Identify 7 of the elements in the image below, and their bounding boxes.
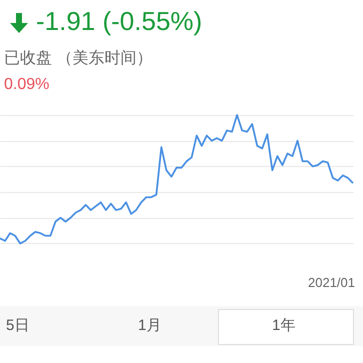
chart-subtitle: 已收盘 （美东时间） [4,48,152,69]
chart-title: -1.91 (-0.55%) [36,6,202,37]
text: 1年 [272,316,296,335]
text: 5日 [6,316,30,335]
text: 1月 [138,316,162,335]
text: 0.09% [4,76,50,94]
text: 2021/01 [308,275,355,290]
